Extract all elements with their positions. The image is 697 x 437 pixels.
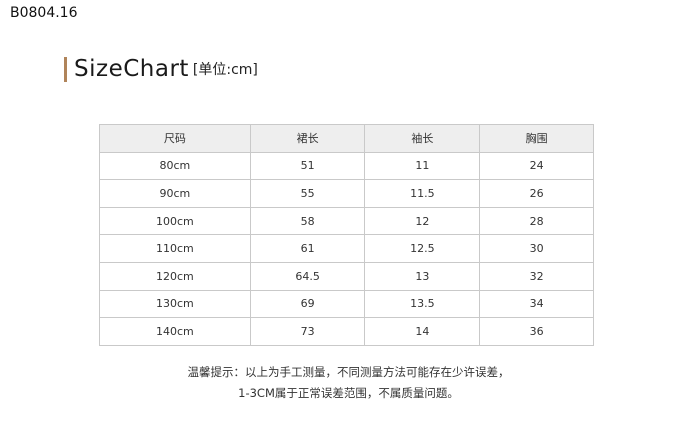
note-line-2: 1-3CM属于正常误差范围，不属质量问题。 [238,386,459,400]
table-cell: 64.5 [249,261,366,291]
table-cell: 110cm [99,234,251,263]
table-cell: 26 [479,179,594,208]
table-cell: 55 [249,179,366,208]
table-row: 80cm 51 11 24 [99,151,594,181]
title-main: SizeChart [74,56,189,82]
accent-bar [64,56,67,82]
table-cell: 140cm [99,317,251,346]
table-cell: 36 [479,317,594,346]
table-cell: 12.5 [364,234,481,263]
table-cell: 30 [479,234,594,263]
table-row: 120cm 64.5 13 32 [99,261,594,291]
header-chest: 胸围 [479,124,594,153]
table-header-row: 尺码 裙长 袖长 胸围 [99,124,594,153]
table-cell: 32 [479,261,594,291]
header-skirt-length: 裙长 [249,124,366,153]
table-cell: 14 [364,317,481,346]
table-row: 90cm 55 11.5 26 [99,179,594,208]
table-cell: 90cm [99,179,251,208]
title-unit: [单位:cm] [192,62,258,78]
table-row: 100cm 58 12 28 [99,206,594,236]
note-line-1: 温馨提示：以上为手工测量，不同测量方法可能存在少许误差， [187,365,510,379]
table-cell: 80cm [99,151,251,181]
table-cell: 34 [479,289,594,319]
size-chart-title: SizeChart [单位:cm] [64,56,258,82]
table-cell: 11.5 [364,179,481,208]
table-cell: 58 [249,206,366,236]
table-cell: 51 [249,151,366,181]
header-sleeve-length: 袖长 [364,124,481,153]
table-cell: 13 [364,261,481,291]
table-cell: 12 [364,206,481,236]
table-cell: 130cm [99,289,251,319]
table-cell: 11 [364,151,481,181]
table-cell: 73 [249,317,366,346]
table-row: 130cm 69 13.5 34 [99,289,594,319]
table-cell: 100cm [99,206,251,236]
table-cell: 61 [249,234,366,263]
table-cell: 28 [479,206,594,236]
table-cell: 13.5 [364,289,481,319]
table-cell: 24 [479,151,594,181]
table-cell: 69 [249,289,366,319]
table-cell: 120cm [99,261,251,291]
size-table: 尺码 裙长 袖长 胸围 80cm 51 11 24 90cm 55 11.5 26 100cm 5… [99,124,594,346]
header-size: 尺码 [99,124,251,153]
table-row: 110cm 61 12.5 30 [99,234,594,263]
product-code: B0804.16 [10,5,78,21]
table-row: 140cm 73 14 36 [99,317,594,346]
